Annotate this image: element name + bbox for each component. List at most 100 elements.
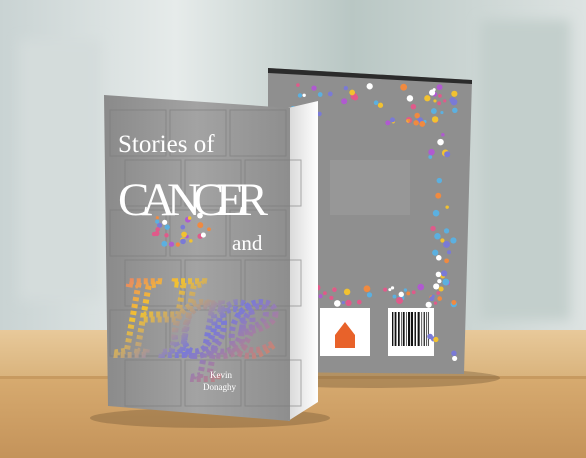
tile	[124, 259, 182, 307]
flower	[327, 91, 333, 97]
flower	[407, 118, 411, 122]
tile	[244, 359, 302, 407]
flower	[333, 300, 341, 307]
flower	[302, 93, 306, 97]
flower	[180, 224, 186, 230]
flower	[425, 301, 432, 308]
flower	[431, 116, 439, 123]
flower	[443, 99, 447, 103]
barcode-bar	[392, 312, 394, 346]
tile	[244, 159, 302, 207]
tile	[229, 109, 287, 157]
tile	[229, 309, 287, 357]
flower	[451, 299, 457, 305]
flower	[443, 241, 450, 248]
barcode-bar	[417, 312, 420, 346]
flower	[383, 287, 388, 292]
flower	[430, 108, 437, 114]
author-first: Kevin	[210, 370, 232, 380]
flower	[434, 233, 441, 240]
tile	[109, 109, 167, 157]
flower	[431, 294, 435, 298]
tile	[124, 159, 182, 207]
flower	[445, 205, 449, 209]
flower	[296, 83, 300, 87]
flower	[388, 288, 392, 292]
flower	[437, 296, 443, 301]
flower	[432, 88, 436, 92]
flower	[411, 290, 416, 295]
flower	[419, 121, 426, 127]
barcode-bar	[423, 312, 425, 346]
back-blurb	[330, 160, 410, 215]
tile	[109, 209, 167, 257]
flower	[428, 155, 433, 159]
flower	[189, 239, 193, 243]
flower	[443, 228, 450, 234]
flower	[441, 270, 448, 277]
flower	[433, 99, 437, 103]
tile	[244, 259, 302, 307]
flower	[427, 333, 433, 340]
tile	[184, 359, 242, 407]
flower	[162, 219, 168, 225]
flower	[345, 291, 349, 296]
flower	[363, 285, 371, 293]
flower	[436, 291, 441, 295]
flower	[437, 138, 444, 146]
flower	[442, 278, 450, 286]
flower	[452, 355, 458, 361]
flower	[352, 94, 359, 101]
flower	[164, 233, 169, 238]
barcode-bar	[407, 312, 411, 346]
flower	[430, 225, 436, 232]
title-script: Hope	[116, 256, 278, 380]
flower	[155, 219, 160, 224]
flower	[329, 295, 334, 301]
flower	[424, 95, 431, 102]
flower	[413, 120, 419, 126]
front-cover	[104, 95, 290, 421]
barcode-bar	[402, 312, 405, 346]
flower	[428, 148, 435, 156]
flower	[323, 291, 327, 295]
flower	[451, 90, 458, 97]
flower	[406, 95, 414, 102]
barcode-bar	[421, 312, 423, 346]
flower	[437, 101, 442, 106]
flower	[157, 222, 163, 228]
flower	[155, 227, 160, 232]
flower	[181, 231, 187, 238]
flower	[390, 286, 395, 290]
title-line-1: Stories of	[118, 131, 215, 158]
flower	[432, 209, 440, 217]
flower	[433, 336, 439, 343]
tile	[124, 359, 182, 407]
flower	[200, 232, 206, 238]
flower	[155, 216, 159, 220]
flower	[197, 212, 203, 219]
flower	[450, 237, 457, 244]
flower	[373, 100, 379, 106]
flower	[441, 132, 445, 137]
barcode-bar	[410, 312, 414, 346]
flower	[440, 238, 445, 243]
flower	[317, 111, 322, 117]
flower	[341, 301, 345, 305]
back-top-edge	[268, 68, 472, 84]
flower	[398, 291, 404, 298]
flower	[444, 258, 450, 264]
flower	[341, 98, 348, 105]
flower	[436, 84, 443, 91]
background-blur	[20, 20, 570, 320]
barcode-bar	[428, 312, 430, 346]
flower	[392, 294, 397, 299]
flower	[410, 103, 417, 110]
front-flowers	[151, 212, 211, 247]
flower	[414, 112, 420, 119]
flower	[396, 296, 404, 304]
flower	[433, 301, 438, 305]
flower	[389, 117, 396, 123]
flower	[400, 83, 408, 91]
